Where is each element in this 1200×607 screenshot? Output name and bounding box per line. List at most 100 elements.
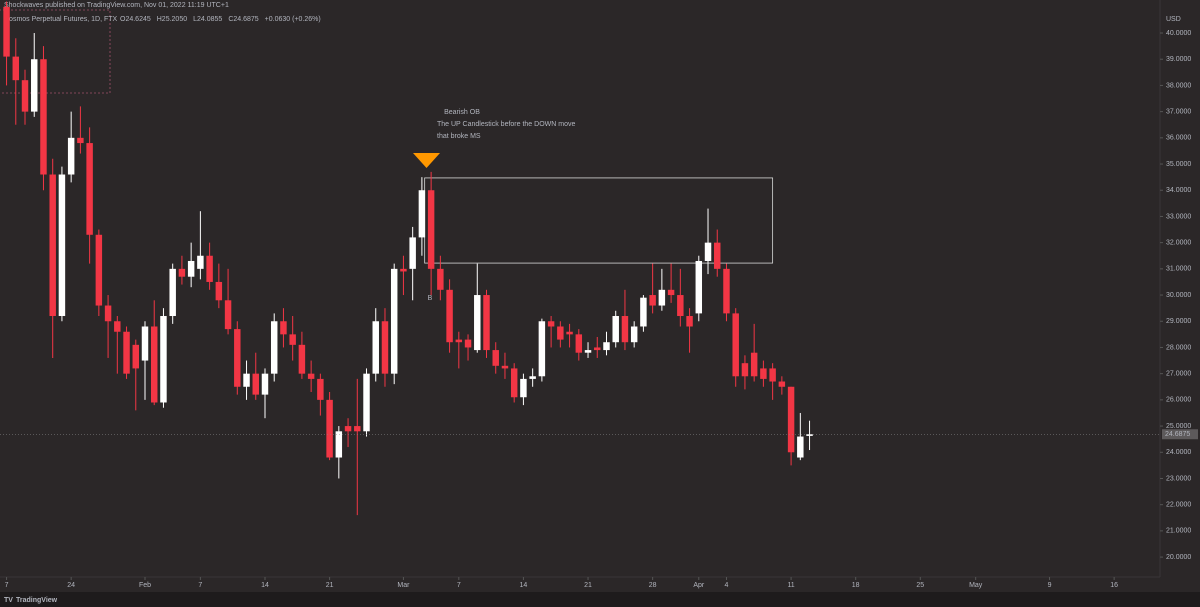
y-tick-label: 38.0000: [1166, 82, 1191, 89]
candle-body: [344, 426, 352, 432]
candle-body: [723, 268, 730, 314]
ohlc-value: C24.6875: [228, 16, 258, 23]
candle-body: [603, 342, 610, 351]
attribution: Shockwaves published on TradingView.com,…: [4, 2, 229, 9]
candle-body: [806, 434, 813, 436]
x-tick-label: 7: [5, 582, 9, 589]
candle-body: [464, 339, 472, 348]
candle-body: [67, 137, 75, 175]
x-tick-label: Feb: [139, 582, 151, 589]
candle-body: [704, 242, 712, 261]
y-tick-label: 27.0000: [1166, 371, 1191, 378]
candle-body: [769, 368, 776, 382]
candle-body: [778, 381, 786, 387]
candle-body: [566, 331, 573, 335]
candle-body: [695, 260, 703, 314]
candle-body: [714, 242, 721, 269]
annotation-title: Bearish OB: [444, 109, 480, 116]
x-tick-label: 7: [198, 582, 202, 589]
candle-body: [21, 80, 29, 112]
candle-body: [95, 234, 103, 306]
currency: USD: [1166, 16, 1181, 23]
y-tick-label: 26.0000: [1166, 397, 1191, 404]
candle-body: [77, 137, 84, 144]
candle-body: [732, 313, 739, 377]
candle-body: [787, 386, 795, 453]
candle-body: [363, 373, 370, 432]
x-tick-label: 24: [67, 582, 75, 589]
y-tick-label: 20.0000: [1166, 554, 1191, 561]
candle-body: [12, 56, 20, 81]
y-tick-label: 37.0000: [1166, 108, 1191, 115]
candle-body: [326, 399, 333, 458]
candle-body: [141, 326, 149, 361]
candle-body: [372, 321, 379, 374]
candle-body: [160, 316, 167, 403]
candle-body: [501, 365, 509, 369]
candle-body: [335, 431, 343, 458]
candle-body: [354, 426, 361, 432]
annotation-line: that broke MS: [437, 133, 481, 140]
x-tick-label: 21: [326, 582, 334, 589]
candle-body: [289, 334, 296, 345]
candle-body: [750, 352, 758, 377]
candle-body: [649, 295, 656, 306]
candle-body: [114, 321, 121, 332]
x-tick-label: 18: [852, 582, 860, 589]
candle-body: [409, 237, 416, 269]
candle-body: [667, 289, 675, 296]
candle-body: [520, 378, 527, 398]
candle-body: [547, 321, 555, 327]
candle-body: [474, 295, 481, 351]
brand-logo: TV: [4, 597, 13, 604]
x-tick-label: 21: [584, 582, 592, 589]
candle-body: [557, 326, 564, 340]
candle-body: [178, 268, 186, 277]
candle-body: [224, 300, 232, 330]
candle-body: [40, 59, 47, 175]
x-tick-label: 9: [1048, 582, 1052, 589]
x-tick-label: Mar: [397, 582, 410, 589]
candle-body: [612, 316, 619, 343]
y-tick-label: 33.0000: [1166, 213, 1191, 220]
candle-body: [427, 190, 435, 269]
candle-body: [584, 350, 592, 353]
x-tick-label: 11: [787, 582, 794, 589]
candle-body: [3, 6, 10, 57]
candle-body: [49, 174, 56, 317]
candle-body: [529, 376, 536, 379]
candle-body: [169, 268, 176, 317]
y-tick-label: 30.0000: [1166, 292, 1191, 299]
marker-label: B: [428, 295, 433, 302]
candle-body: [307, 373, 315, 379]
candle-body: [197, 255, 204, 269]
x-tick-label: 7: [457, 582, 461, 589]
y-tick-label: 35.0000: [1166, 161, 1191, 168]
candle-body: [215, 281, 223, 301]
candle-body: [640, 297, 647, 327]
candle-body: [252, 373, 259, 395]
candle-body: [446, 289, 453, 343]
brand: TradingView: [16, 597, 58, 604]
candle-body: [686, 316, 693, 327]
candle-body: [243, 373, 250, 387]
ohlc-value: +0.0630 (+0.26%): [265, 16, 321, 23]
chart-title: Cosmos Perpetual Futures, 1D, FTX: [4, 16, 118, 23]
candle-body: [206, 255, 213, 282]
ohlc-value: O24.6245: [120, 16, 151, 23]
candle-body: [621, 316, 629, 343]
candle-body: [86, 143, 93, 235]
candle-body: [317, 378, 324, 400]
y-tick-label: 25.0000: [1166, 423, 1191, 430]
candle-body: [150, 326, 158, 403]
ohlc-value: H25.2050: [157, 16, 187, 23]
ohlc-value: L24.0855: [193, 16, 222, 23]
y-tick-label: 40.0000: [1166, 30, 1191, 37]
last-price-label: 24.6875: [1165, 431, 1190, 438]
candle-body: [234, 329, 241, 387]
candle-body: [298, 344, 306, 374]
x-tick-label: May: [969, 582, 983, 589]
candle-body: [492, 350, 499, 366]
